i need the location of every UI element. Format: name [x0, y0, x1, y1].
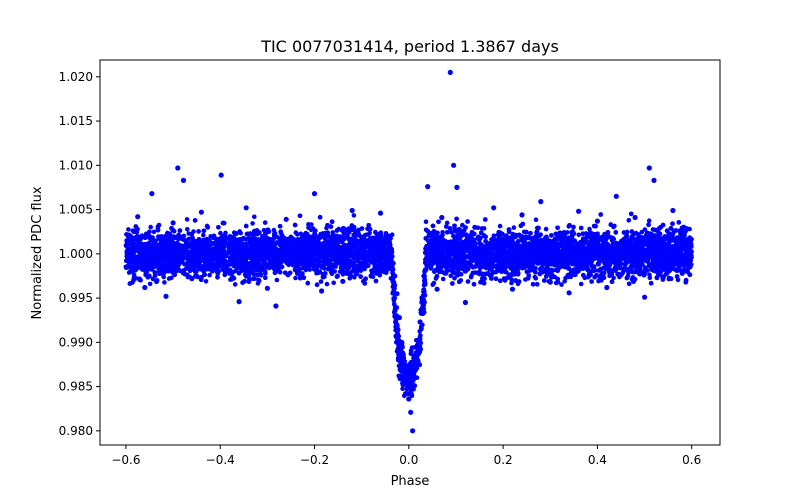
data-point	[646, 218, 652, 223]
data-point	[148, 224, 153, 230]
data-point	[183, 239, 189, 244]
data-point	[262, 220, 268, 225]
data-point	[250, 221, 255, 226]
data-point	[553, 231, 559, 237]
data-point	[151, 229, 157, 235]
data-point	[147, 281, 153, 287]
data-point	[562, 279, 567, 284]
data-point	[232, 282, 238, 287]
data-point	[166, 276, 172, 281]
chart-title: TIC 0077031414, period 1.3867 days	[260, 37, 559, 56]
data-point	[423, 219, 429, 224]
data-point	[509, 277, 514, 283]
data-point	[201, 232, 206, 238]
data-point	[218, 230, 223, 236]
data-point	[162, 280, 167, 285]
data-point	[440, 232, 445, 238]
data-point	[331, 280, 337, 286]
data-point	[576, 232, 582, 238]
data-point	[203, 279, 209, 284]
data-point	[642, 227, 648, 232]
data-point	[479, 226, 485, 231]
data-point	[444, 220, 450, 226]
data-point	[428, 266, 434, 271]
data-point	[351, 213, 357, 218]
data-point	[324, 281, 330, 287]
data-point	[626, 218, 632, 223]
data-point	[647, 272, 652, 278]
data-point	[612, 223, 617, 229]
data-point	[578, 281, 584, 287]
data-point	[533, 217, 539, 222]
data-point	[497, 223, 503, 229]
data-point	[147, 229, 152, 235]
data-point	[555, 267, 561, 272]
data-point	[295, 232, 300, 237]
data-point	[126, 227, 131, 232]
data-point	[271, 227, 277, 233]
data-point	[400, 386, 405, 392]
data-point	[131, 272, 137, 278]
data-point	[449, 229, 454, 235]
data-point	[252, 214, 257, 220]
data-point	[274, 277, 280, 283]
data-point	[293, 275, 298, 281]
data-point	[440, 276, 446, 282]
data-point	[452, 276, 457, 281]
data-point	[184, 217, 190, 222]
data-point	[587, 226, 592, 232]
data-point	[509, 280, 514, 286]
data-point	[233, 268, 238, 274]
data-point	[318, 279, 324, 284]
data-point	[303, 230, 309, 236]
data-point	[543, 226, 549, 232]
data-point	[639, 229, 645, 235]
data-points	[123, 69, 694, 434]
data-point	[207, 272, 212, 278]
data-point	[185, 227, 190, 232]
data-point	[511, 225, 517, 230]
data-point	[559, 282, 564, 287]
data-point	[448, 273, 454, 279]
data-point	[646, 263, 652, 269]
